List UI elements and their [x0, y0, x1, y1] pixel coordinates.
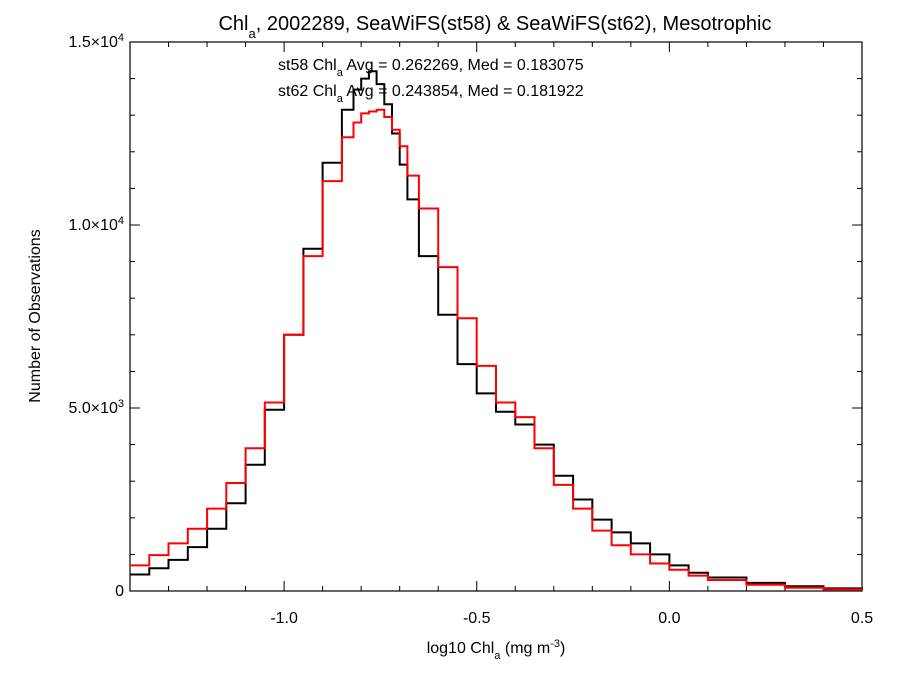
- annotation-st62: st62 Chla Avg = 0.243854, Med = 0.181922: [278, 83, 584, 105]
- x-tick-label: 0.5: [851, 610, 873, 627]
- x-axis-ticks: -1.0 -0.5 0.0 0.5: [168, 42, 873, 627]
- x-tick-label: 0.0: [658, 610, 680, 627]
- x-tick-label: -0.5: [463, 610, 491, 627]
- y-tick-label: 1.5×104: [68, 32, 124, 51]
- x-axis-label: log10 Chla (mg m-3): [427, 638, 566, 662]
- chart-title: Chla, 2002289, SeaWiFS(st58) & SeaWiFS(s…: [218, 13, 771, 41]
- y-tick-label: 0: [115, 583, 124, 600]
- y-axis-ticks: 0 5.0×103 1.0×104 1.5×104: [68, 32, 862, 600]
- y-axis-label: Number of Observations: [27, 229, 44, 402]
- y-tick-label: 1.0×104: [68, 215, 124, 234]
- series-layer: [130, 70, 863, 591]
- x-tick-label: -1.0: [270, 610, 298, 627]
- histogram-series-0: [130, 70, 863, 590]
- histogram-series-1: [130, 108, 863, 591]
- annotation-st58: st58 Chla Avg = 0.262269, Med = 0.183075: [278, 57, 584, 79]
- plot-frame: [129, 41, 863, 592]
- y-tick-label: 5.0×103: [68, 398, 124, 417]
